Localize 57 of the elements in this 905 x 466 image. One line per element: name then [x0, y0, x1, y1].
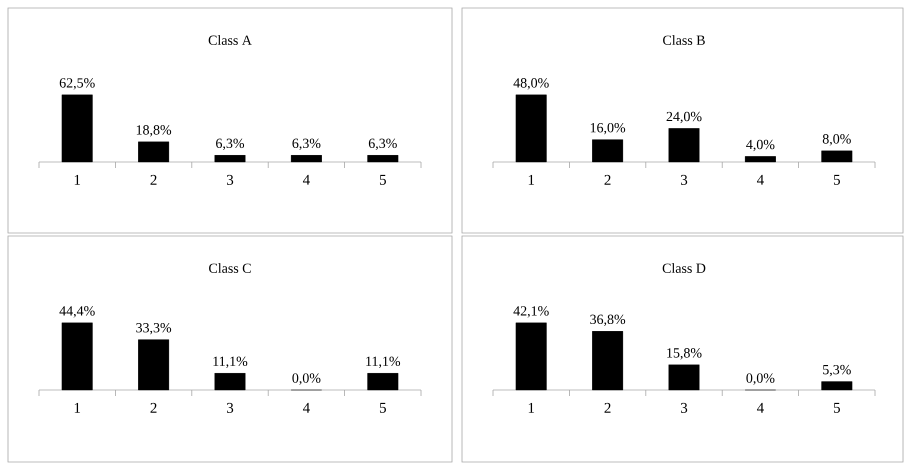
x-tick-label: 1	[74, 402, 80, 413]
data-label: 15,8%	[667, 348, 702, 360]
bar	[214, 373, 246, 390]
x-tick-label: 5	[380, 174, 386, 185]
chart-title: Class D	[662, 263, 706, 273]
x-tick-label: 1	[74, 174, 80, 185]
data-label: 62,5%	[60, 78, 95, 90]
data-label: 44,4%	[59, 306, 95, 318]
bar	[821, 150, 852, 162]
x-tick-label: 4	[302, 402, 310, 413]
chart-title: Class C	[209, 263, 251, 273]
x-tick-label: 2	[150, 174, 157, 185]
data-label: 18,8%	[136, 125, 172, 137]
x-tick-label: 4	[302, 174, 310, 185]
data-label: 0,0%	[292, 373, 320, 385]
x-tick-label: 3	[680, 402, 688, 413]
x-tick-label: 3	[226, 174, 234, 185]
data-label: 36,8%	[590, 314, 626, 326]
x-tick-label: 1	[528, 174, 534, 185]
x-tick-label: 2	[150, 402, 157, 413]
x-tick-label: 5	[834, 174, 840, 185]
data-label: 11,1%	[213, 356, 248, 368]
data-label: 11,1%	[366, 356, 400, 368]
x-tick-label: 3	[680, 174, 688, 185]
x-tick-label: 5	[834, 402, 840, 413]
data-label: 24,0%	[666, 112, 702, 124]
bar	[821, 381, 852, 390]
x-tick-label: 3	[226, 402, 234, 413]
x-tick-label: 2	[604, 174, 611, 185]
bar	[592, 139, 624, 162]
data-label: 33,3%	[136, 322, 172, 334]
data-label: 4,0%	[746, 140, 774, 152]
data-label: 6,3%	[216, 138, 244, 150]
bar	[592, 331, 624, 390]
data-label: 6,3%	[292, 138, 320, 150]
bar	[138, 339, 170, 390]
bar	[744, 156, 776, 162]
data-label: 42,1%	[513, 306, 549, 318]
bar	[367, 373, 398, 390]
bar	[516, 94, 547, 162]
chart-title: Class A	[208, 35, 252, 45]
bar	[668, 128, 700, 162]
bar	[516, 322, 547, 390]
data-label: 48,0%	[513, 78, 549, 90]
x-tick-label: 2	[604, 402, 611, 413]
x-tick-label: 4	[756, 402, 764, 413]
x-tick-label: 1	[528, 402, 534, 413]
data-label: 16,0%	[590, 122, 626, 134]
x-tick-label: 5	[380, 402, 386, 413]
data-label: 8,0%	[822, 134, 851, 146]
data-label: 6,3%	[368, 138, 397, 150]
data-label: 0,0%	[746, 373, 774, 385]
chart-title: Class B	[663, 35, 705, 45]
bar	[62, 322, 93, 390]
x-tick-label: 4	[756, 174, 764, 185]
data-label: 5,3%	[823, 364, 851, 376]
bar	[668, 364, 700, 390]
